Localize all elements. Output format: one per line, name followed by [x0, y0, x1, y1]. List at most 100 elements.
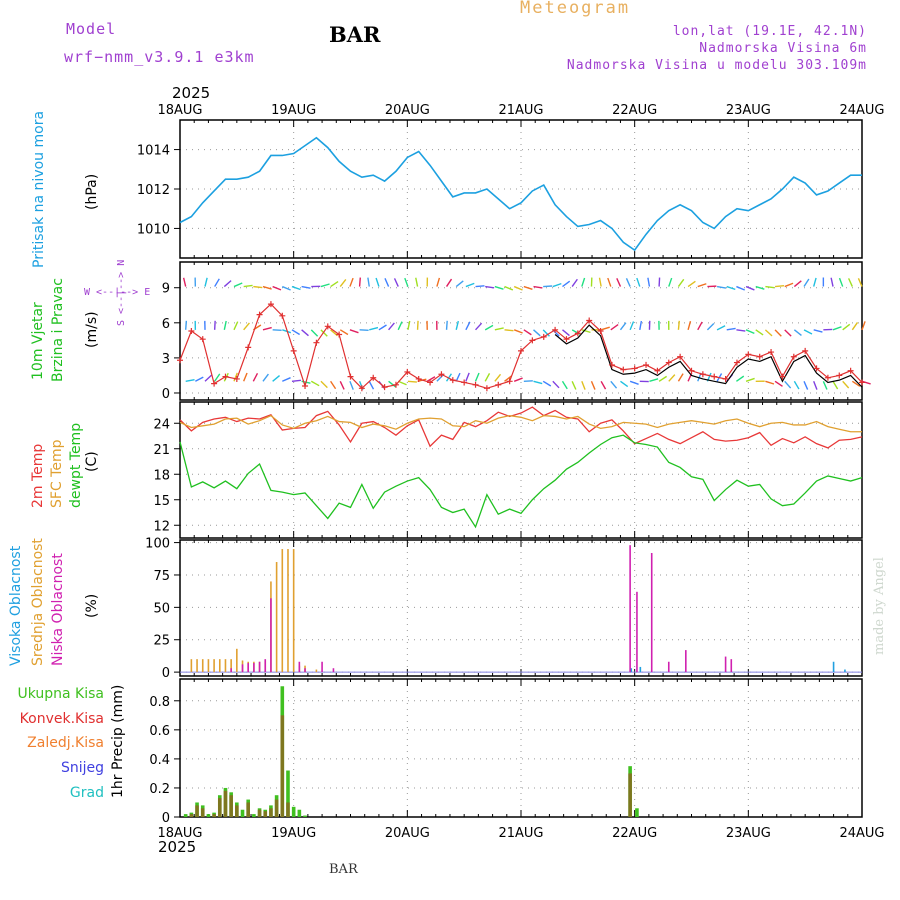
y-tick-label: 100 [145, 537, 170, 552]
wind-arrow [542, 380, 552, 387]
conv-precip-bar [223, 790, 228, 817]
x-date-label-bottom: 20AUG [385, 826, 430, 841]
wind-speed-point [790, 353, 797, 360]
conv-precip-bar [212, 814, 216, 817]
wind-speed-point [495, 381, 502, 388]
y-tick-label: 0 [162, 666, 170, 681]
wind-speed-point [733, 359, 740, 366]
y-tick-label: 1012 [137, 183, 170, 198]
wind-arrow [475, 285, 485, 288]
wind-arrow [272, 285, 282, 291]
wind-arrow [581, 277, 586, 287]
wind-arrow [301, 329, 309, 337]
wind-arrow [784, 329, 792, 337]
wind-arrow [494, 373, 502, 382]
wind-arrow [310, 329, 319, 337]
y-tick-label: 50 [153, 601, 170, 616]
wind-arrow [185, 378, 195, 382]
wind-arrow [465, 321, 471, 331]
wind-arrow [571, 278, 578, 287]
wind-arrow [513, 329, 523, 334]
wind-arrow [282, 329, 292, 334]
wind-arrow [851, 380, 861, 387]
wind-arrow [803, 329, 813, 335]
conv-precip-bar [286, 802, 290, 817]
panel-frame [179, 678, 863, 818]
wind-arrow [243, 284, 253, 288]
wind-speed-point [563, 336, 570, 343]
wind-arrow [726, 327, 736, 331]
wind-arrow [607, 277, 612, 287]
wind-arrow [598, 277, 602, 287]
wind-arrow [793, 329, 802, 336]
wind-speed-point [768, 349, 775, 356]
wind-arrow [367, 277, 370, 287]
wind-arrow [668, 277, 673, 287]
wind-speed-point [836, 372, 843, 379]
wind-arrow [291, 379, 301, 382]
wind-arrow [523, 380, 533, 382]
wind-arrow [436, 374, 444, 382]
wind-arrow [543, 285, 553, 288]
wind-speed-point [506, 378, 513, 385]
y-tick-label: 9 [162, 282, 170, 297]
wind-speed-point [540, 333, 547, 340]
elevation-label: Nadmorska Visina 6m [699, 41, 867, 56]
wind-arrow [262, 285, 272, 290]
panel-frame [179, 401, 863, 539]
wind-arrow [736, 329, 746, 332]
wind-arrow [272, 375, 281, 382]
wind-arrow [687, 320, 692, 331]
wind-speed-point [677, 353, 684, 360]
y-tick-label: 0 [162, 387, 170, 402]
wind-arrow [784, 282, 794, 288]
y-tick-label: 0.6 [149, 724, 170, 739]
wind-arrow [677, 373, 684, 382]
wind-arrow [378, 324, 387, 331]
panel-frame [179, 539, 863, 677]
wind-arrow [813, 277, 817, 287]
wind-speed-point [211, 380, 218, 387]
y-tick-label: 0.2 [149, 782, 170, 797]
wind-speed-point [461, 379, 468, 386]
wind-arrow [697, 321, 703, 331]
wind-arrow [349, 277, 354, 287]
total-precip-bar [635, 808, 639, 817]
station-title: BAR [329, 22, 381, 47]
total-precip-bar [291, 806, 296, 817]
y-tick-label: 25 [153, 634, 170, 649]
wind-speed-point [347, 373, 354, 380]
wind-arrow [320, 380, 328, 389]
total-precip-bar [297, 809, 302, 817]
wind-arrow [847, 278, 853, 287]
wind-arrow [223, 320, 227, 330]
wind-speed-point [245, 344, 252, 351]
wind-arrow [616, 278, 622, 287]
wind-arrow [494, 285, 504, 290]
legend-hail: Grad [69, 785, 104, 801]
wind-arrow [388, 322, 395, 331]
total-precip-bar [183, 814, 188, 817]
footer-station: BAR [329, 862, 358, 877]
wind-speed-point [518, 347, 524, 354]
legend-conv-precip: Konvek.Kisa [19, 711, 104, 727]
wind-arrow [243, 322, 250, 331]
wind-arrow [745, 285, 755, 291]
wind-arrow [745, 377, 755, 382]
wind-arrow [523, 329, 532, 336]
wind-arrow [484, 324, 494, 331]
wind-arrow [736, 285, 745, 291]
wind-arrow [393, 278, 399, 287]
wind-speed-point [290, 347, 297, 354]
wind-speed-point [256, 311, 263, 318]
x-date-label-bottom: 19AUG [271, 826, 316, 841]
wind-arrow [407, 320, 411, 330]
wind-arrow [765, 285, 775, 289]
total-precip-bar [303, 815, 307, 817]
wind-speed-point [756, 353, 763, 360]
model-name: wrf−nmm_v3.9.1 e3km [64, 48, 255, 66]
wind-arrow [195, 376, 204, 382]
wind-arrow [647, 277, 651, 287]
wind-arrow [677, 278, 685, 287]
y-tick-label: 15 [153, 494, 170, 509]
